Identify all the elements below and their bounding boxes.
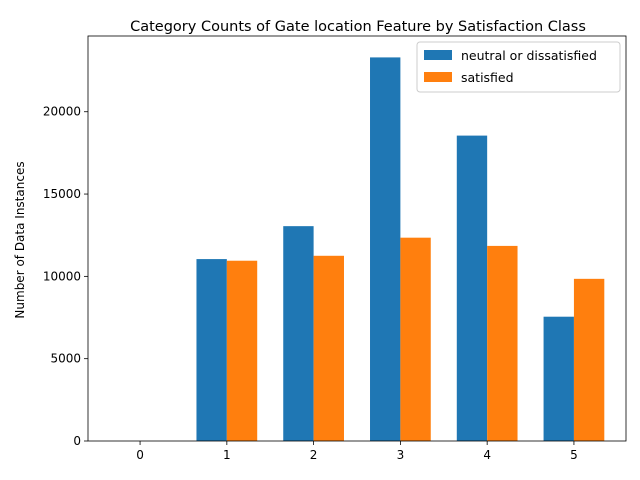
legend-label: satisfied: [461, 70, 514, 85]
x-tick-label: 0: [136, 448, 144, 462]
bar-satisfied-4: [487, 245, 518, 441]
legend-box: [416, 41, 621, 93]
bar-neutral-or-dissatisfied-1: [196, 259, 227, 441]
y-axis-label: Number of Data Instances: [13, 161, 27, 318]
bar-satisfied-5: [573, 278, 605, 441]
x-tick-label: 3: [397, 448, 405, 462]
y-tick-label: 15000: [43, 187, 81, 201]
bars-group: [196, 57, 605, 442]
bar-satisfied-3: [400, 237, 431, 441]
y-tick-label: 5000: [50, 352, 81, 366]
x-tick-label: 1: [223, 448, 231, 462]
x-tick-label: 5: [570, 448, 578, 462]
bar-satisfied-1: [226, 260, 258, 441]
bar-neutral-or-dissatisfied-4: [456, 135, 488, 442]
x-tick-label: 4: [483, 448, 491, 462]
bar-neutral-or-dissatisfied-3: [370, 57, 401, 442]
legend-swatch: [424, 72, 452, 82]
x-axis-ticks: 0 1 2 3 4 5: [136, 441, 578, 462]
y-tick-label: 10000: [43, 269, 81, 283]
legend-swatch: [424, 50, 452, 60]
legend: neutral or dissatisfied satisfied: [416, 41, 621, 93]
bar-satisfied-2: [313, 255, 344, 441]
bar-neutral-or-dissatisfied-2: [283, 226, 314, 441]
plot-frame: [87, 35, 627, 442]
chart-title: Category Counts of Gate location Feature…: [130, 19, 586, 35]
bar-neutral-or-dissatisfied-5: [543, 316, 574, 441]
y-tick-label: 0: [73, 434, 81, 448]
x-tick-label: 2: [310, 448, 318, 462]
legend-label: neutral or dissatisfied: [461, 48, 597, 63]
y-tick-label: 20000: [43, 105, 81, 119]
y-axis-ticks: 0 5000 10000 15000 20000: [43, 105, 88, 448]
